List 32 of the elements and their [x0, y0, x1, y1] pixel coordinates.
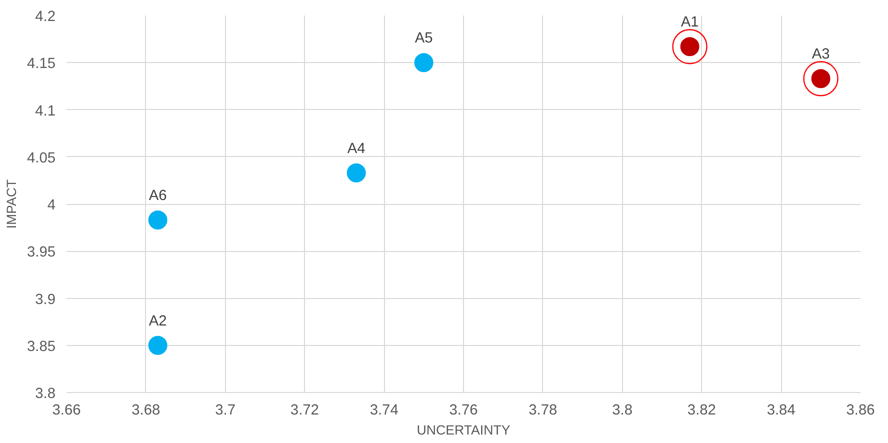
x-tick-label: 3.86	[846, 402, 875, 418]
annotation: A3	[812, 46, 830, 63]
x-tick-label: 3.76	[449, 402, 478, 418]
x-tick-label: 3.7	[215, 402, 236, 418]
y-tick-label: 4.05	[26, 150, 56, 166]
y-tick-label: 3.8	[35, 386, 56, 402]
x-tick-label: 3.84	[766, 402, 796, 418]
annotation: A1	[680, 14, 699, 31]
x-tick-label: 3.82	[687, 402, 716, 418]
x-tick-label: 3.8	[612, 402, 632, 418]
point	[414, 53, 434, 72]
annotation: A2	[148, 313, 167, 330]
x-tick-label: 3.74	[370, 402, 398, 418]
x-axis-title: UNCERTAINTY	[416, 422, 510, 438]
point	[346, 163, 366, 182]
point	[148, 336, 168, 355]
y-tick-label: 4	[47, 198, 56, 214]
x-tick-label: 3.68	[132, 402, 160, 418]
x-tick-label: 3.72	[290, 402, 319, 418]
x-tick-label: 3.66	[52, 402, 81, 418]
point	[148, 210, 168, 230]
annotation: A5	[414, 30, 433, 47]
y-tick-label: 3.95	[26, 244, 56, 261]
x-tick-label: 3.78	[528, 402, 558, 418]
y-tick-label: 4.1	[35, 103, 56, 120]
y-tick-label: 3.85	[26, 338, 56, 355]
y-tick-label: 3.9	[35, 292, 56, 308]
y-tick-label: 4.2	[35, 9, 56, 25]
y-tick-label: 4.15	[26, 56, 56, 72]
annotation: A4	[347, 140, 366, 157]
annotation: A6	[148, 188, 167, 204]
y-axis-title: IMPACT	[4, 179, 19, 229]
